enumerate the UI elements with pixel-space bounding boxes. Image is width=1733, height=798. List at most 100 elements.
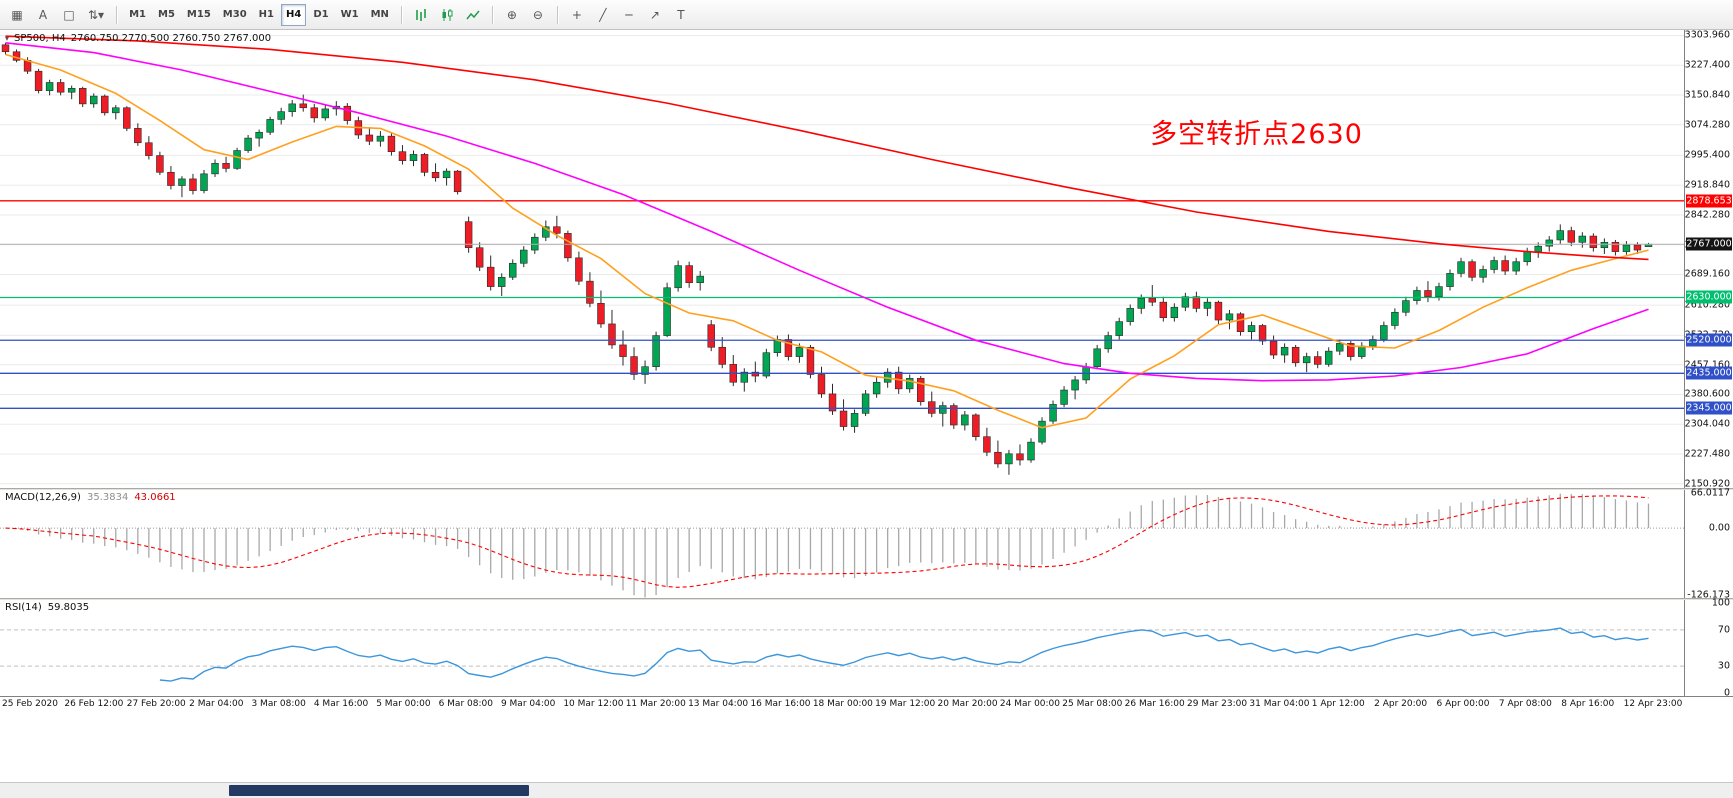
text-tool-icon[interactable]: A bbox=[31, 4, 55, 26]
rsi-axis-label: 70 bbox=[1717, 624, 1730, 636]
time-axis-label: 25 Feb 2020 bbox=[2, 699, 59, 709]
chart-menu-arrow-icon[interactable]: ▾ bbox=[5, 34, 10, 43]
time-axis-label: 16 Mar 16:00 bbox=[750, 699, 811, 709]
y-axis-label: 3303.960 bbox=[1684, 29, 1730, 41]
time-axis-label: 7 Apr 08:00 bbox=[1498, 699, 1552, 709]
scrollbar-thumb[interactable] bbox=[228, 785, 529, 796]
cursor-mode-icon[interactable]: ⇅▾ bbox=[83, 4, 109, 26]
timeframe-button-m15[interactable]: M15 bbox=[182, 4, 216, 26]
timeframe-button-w1[interactable]: W1 bbox=[336, 4, 364, 26]
time-axis-label: 5 Mar 00:00 bbox=[376, 699, 431, 709]
time-axis-label: 24 Mar 00:00 bbox=[999, 699, 1061, 709]
bars-chart-icon[interactable] bbox=[409, 4, 433, 26]
time-axis-label: 2 Mar 04:00 bbox=[189, 699, 244, 709]
line-chart-icon[interactable] bbox=[461, 4, 485, 26]
timeframe-button-d1[interactable]: D1 bbox=[308, 4, 333, 26]
macd-panel: MACD(12,26,9) 35.3834 43.0661 66.0117 0.0… bbox=[0, 487, 1733, 601]
y-axis-label: 2457.160 bbox=[1684, 359, 1730, 371]
y-axis-label: 3227.400 bbox=[1684, 59, 1730, 71]
toolbar: ▦ A □ ⇅▾ M1 M5 M15 M30 H1 H4 D1 W1 MN ⊕ ⊖ + ╱ ─ ↗ T bbox=[0, 0, 1733, 30]
macd-canvas[interactable] bbox=[0, 490, 1684, 598]
chart-type-group bbox=[408, 4, 486, 26]
time-axis-label: 4 Mar 16:00 bbox=[313, 699, 369, 709]
arrow-tool-icon[interactable]: ↗ bbox=[643, 4, 667, 26]
time-axis[interactable]: 25 Feb 2020 26 Feb 12:00 27 Feb 20:00 2 Mar… bbox=[0, 696, 1733, 712]
time-axis-label: 18 Mar 00:00 bbox=[812, 699, 873, 709]
y-axis-label: 2610.280 bbox=[1684, 299, 1730, 311]
time-axis-label: 31 Mar 04:00 bbox=[1249, 699, 1310, 709]
y-axis-label: 2918.840 bbox=[1684, 179, 1730, 191]
horizontal-scrollbar[interactable] bbox=[0, 782, 1733, 798]
y-axis-label: 2995.400 bbox=[1684, 149, 1730, 161]
timeframe-button-h1[interactable]: H1 bbox=[254, 4, 279, 26]
chart-ohlc-values: 2760.750 2770.500 2760.750 2767.000 bbox=[70, 33, 272, 44]
candlestick-chart-icon[interactable] bbox=[435, 4, 459, 26]
rsi-axis: 100 70 30 0 bbox=[1684, 597, 1733, 699]
timeframe-button-mn[interactable]: MN bbox=[366, 4, 394, 26]
toolbar-separator bbox=[116, 5, 118, 24]
timeframe-button-m1[interactable]: M1 bbox=[124, 4, 151, 26]
time-axis-label: 3 Mar 08:00 bbox=[251, 699, 306, 709]
rsi-canvas[interactable] bbox=[0, 600, 1684, 696]
rsi-label: RSI(14) bbox=[5, 602, 42, 613]
trendline-icon[interactable]: ╱ bbox=[591, 4, 615, 26]
time-axis-label: 9 Mar 04:00 bbox=[500, 699, 556, 709]
charts-grid-icon[interactable]: ▦ bbox=[5, 4, 29, 26]
time-axis-label: 25 Mar 08:00 bbox=[1062, 699, 1123, 709]
zoom-in-icon[interactable]: ⊕ bbox=[500, 4, 524, 26]
price-level-badge: 2878.653 bbox=[1686, 194, 1732, 208]
macd-axis: 66.0117 0.00 -126.173 bbox=[1684, 487, 1733, 601]
time-axis-label: 10 Mar 12:00 bbox=[563, 699, 624, 709]
rsi-header: RSI(14) 59.8035 bbox=[5, 602, 89, 613]
price-level-badge: 2630.000 bbox=[1686, 290, 1732, 304]
macd-header: MACD(12,26,9) 35.3834 43.0661 bbox=[5, 492, 176, 503]
panel-separator bbox=[0, 598, 1733, 600]
macd-axis-label: 0.00 bbox=[1708, 522, 1730, 534]
time-axis-label: 20 Mar 20:00 bbox=[937, 699, 998, 709]
toolbar-left-group: ▦ A □ ⇅▾ bbox=[4, 4, 110, 26]
text-label-icon[interactable]: T bbox=[669, 4, 693, 26]
crosshair-icon[interactable]: + bbox=[565, 4, 589, 26]
time-axis-label: 6 Mar 08:00 bbox=[438, 699, 493, 709]
y-axis-label: 2150.920 bbox=[1684, 478, 1730, 490]
main-chart-canvas[interactable] bbox=[0, 30, 1684, 488]
macd-axis-label: -126.173 bbox=[1687, 589, 1730, 601]
rsi-axis-label: 30 bbox=[1717, 660, 1730, 672]
time-axis-label: 29 Mar 23:00 bbox=[1187, 699, 1248, 709]
current-price-badge: 2767.000 bbox=[1686, 237, 1732, 251]
rsi-value: 59.8035 bbox=[47, 602, 90, 613]
line-studies-group: + ╱ ─ ↗ T bbox=[564, 4, 694, 26]
horizontal-line-icon[interactable]: ─ bbox=[617, 4, 641, 26]
panel-separator bbox=[0, 488, 1733, 490]
time-axis-label: 2 Apr 20:00 bbox=[1374, 699, 1428, 709]
main-price-axis[interactable]: 3303.960 3227.400 3150.840 3074.280 2995.400… bbox=[1684, 29, 1733, 490]
time-axis-label: 26 Feb 12:00 bbox=[64, 699, 124, 709]
price-level-badge: 2435.000 bbox=[1686, 366, 1732, 380]
main-chart-panel: ▾ SP500, H4 2760.750 2770.500 2760.750 2… bbox=[0, 29, 1733, 490]
chart-symbol-timeframe: SP500, H4 bbox=[14, 33, 66, 44]
y-axis-label: 3150.840 bbox=[1684, 89, 1730, 101]
macd-axis-label: 66.0117 bbox=[1690, 487, 1730, 499]
time-axis-label: 11 Mar 20:00 bbox=[625, 699, 686, 709]
empty-area bbox=[0, 712, 1733, 782]
y-axis-label: 3074.280 bbox=[1684, 119, 1730, 131]
toolbar-separator bbox=[491, 5, 493, 24]
time-axis-label: 12 Apr 23:00 bbox=[1623, 699, 1683, 709]
frame-tool-icon[interactable]: □ bbox=[57, 4, 81, 26]
time-axis-label: 6 Apr 00:00 bbox=[1436, 699, 1490, 709]
timeframe-button-h4[interactable]: H4 bbox=[281, 3, 307, 26]
timeframe-group: M1 M5 M15 M30 H1 H4 D1 W1 MN bbox=[123, 3, 395, 26]
timeframe-button-m5[interactable]: M5 bbox=[153, 4, 180, 26]
timeframe-button-m30[interactable]: M30 bbox=[218, 4, 252, 26]
zoom-out-icon[interactable]: ⊖ bbox=[526, 4, 550, 26]
time-axis-label: 13 Mar 04:00 bbox=[688, 699, 749, 709]
chart-title: ▾ SP500, H4 2760.750 2770.500 2760.750 2… bbox=[5, 33, 271, 44]
toolbar-separator bbox=[556, 5, 558, 24]
toolbar-separator bbox=[400, 5, 402, 24]
rsi-axis-label: 100 bbox=[1711, 597, 1730, 609]
time-axis-label: 8 Apr 16:00 bbox=[1561, 699, 1615, 709]
macd-value-main: 35.3834 bbox=[86, 492, 129, 503]
y-axis-label: 2304.040 bbox=[1684, 418, 1730, 430]
rsi-axis-label: 0 bbox=[1723, 687, 1730, 699]
